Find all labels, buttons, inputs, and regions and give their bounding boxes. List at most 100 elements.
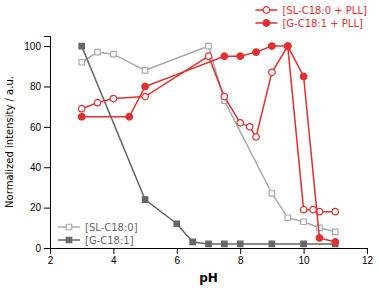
y-axis-tick-mark — [44, 208, 50, 209]
point — [300, 206, 307, 213]
x-axis-tick: 2 — [48, 248, 54, 266]
series-line — [82, 46, 336, 242]
x-axis-tick-label: 4 — [111, 255, 117, 266]
legend-item: [SL-C18:0] — [58, 222, 138, 233]
point — [300, 73, 307, 80]
x-axis-tick-mark — [304, 248, 305, 254]
point — [205, 53, 212, 60]
y-axis-tick: 60 — [30, 122, 50, 133]
y-axis-tick: 80 — [30, 81, 50, 92]
point — [111, 51, 116, 56]
x-axis-tick: 4 — [111, 248, 117, 266]
point — [301, 241, 306, 246]
point — [285, 215, 290, 220]
point — [332, 239, 339, 246]
y-axis-tick-mark — [44, 46, 50, 47]
y-axis-tick: 40 — [30, 162, 50, 173]
y-axis-tick: 0 — [35, 243, 50, 254]
y-axis-tick-mark — [44, 248, 50, 249]
point — [79, 60, 84, 65]
legend-swatch-marker — [263, 20, 270, 27]
point — [110, 95, 117, 102]
x-axis-tick-mark — [177, 248, 178, 254]
point — [246, 124, 253, 131]
point — [221, 93, 228, 100]
point — [206, 241, 211, 246]
legend-swatch-marker — [66, 224, 71, 229]
point — [237, 53, 244, 60]
point — [190, 239, 195, 244]
y-axis-tick-label: 100 — [24, 41, 41, 52]
y-axis-tick: 100 — [24, 41, 50, 52]
legend-item: [G-C18:1] — [58, 235, 134, 246]
x-axis-tick-mark — [113, 248, 114, 254]
x-axis-tick: 12 — [362, 248, 374, 266]
point — [78, 105, 85, 112]
series-line — [82, 46, 336, 212]
legend-label: [G-C18:1] — [85, 235, 134, 246]
plot: 2 4 6 8 10 12 0 20 40 60 80 100 — [24, 37, 373, 267]
legend-label: [G-C18:1 + PLL] — [282, 18, 363, 29]
point — [78, 113, 85, 120]
point — [126, 113, 133, 120]
x-axis-tick: 10 — [299, 248, 311, 266]
point — [237, 120, 244, 127]
y-axis-tick-label: 80 — [30, 81, 42, 92]
x-axis-tick-label: 2 — [48, 255, 54, 266]
legend-swatch-marker — [66, 237, 71, 242]
point — [253, 134, 260, 141]
y-axis-tick-label: 60 — [30, 122, 42, 133]
y-axis-tick-mark — [44, 167, 50, 168]
point — [269, 241, 274, 246]
x-axis: 2 4 6 8 10 12 — [48, 248, 374, 266]
legend-item: [G-C18:1 + PLL] — [255, 18, 363, 29]
point — [79, 43, 84, 48]
y-axis-title: Normalized intensity / a.u. — [4, 76, 15, 208]
y-axis-tick: 20 — [30, 202, 50, 213]
legend-label: [SL-C18:0] — [85, 222, 138, 233]
point — [142, 83, 149, 90]
point — [142, 68, 147, 73]
point — [95, 49, 100, 54]
series-line — [82, 46, 336, 244]
point — [301, 219, 306, 224]
legend-label: [SL-C18:0 + PLL] — [282, 5, 367, 16]
x-axis-tick-label: 6 — [175, 255, 181, 266]
point — [310, 206, 317, 213]
x-axis-tick-label: 12 — [362, 255, 374, 266]
legend-swatch-marker — [263, 7, 270, 14]
x-axis-line — [51, 249, 368, 255]
legend: [SL-C18:0] [G-C18:1] — [58, 222, 138, 246]
y-axis-tick-label: 20 — [30, 202, 42, 213]
marks — [78, 43, 338, 247]
point — [206, 43, 211, 48]
point — [142, 93, 149, 100]
x-axis-tick: 6 — [175, 248, 181, 266]
y-axis-tick-mark — [44, 86, 50, 87]
point — [237, 241, 242, 246]
x-axis-tick-mark — [367, 248, 368, 254]
y-axis: 0 20 40 60 80 100 — [24, 37, 50, 254]
x-axis-tick-label: 10 — [299, 255, 311, 266]
point — [333, 229, 338, 234]
legend-item: [SL-C18:0 + PLL] — [255, 5, 367, 16]
point — [142, 197, 147, 202]
point — [284, 43, 291, 50]
point — [269, 43, 276, 50]
point — [253, 49, 260, 56]
x-axis-tick: 8 — [238, 248, 244, 266]
point — [94, 99, 101, 106]
y-axis-tick-label: 0 — [35, 243, 41, 254]
y-axis-tick-label: 40 — [30, 162, 42, 173]
point — [269, 191, 274, 196]
x-axis-tick-mark — [240, 248, 241, 254]
point — [174, 221, 179, 226]
point — [222, 241, 227, 246]
legend: [SL-C18:0 + PLL] [G-C18:1 + PLL] — [255, 5, 367, 29]
y-axis-tick-mark — [44, 127, 50, 128]
y-axis-line — [44, 37, 51, 249]
point — [221, 53, 228, 60]
chart: 2 4 6 8 10 12 0 20 40 60 80 100 pH Normalized intensi… — [0, 0, 379, 288]
x-axis-title: pH — [199, 271, 218, 285]
point — [316, 235, 323, 242]
